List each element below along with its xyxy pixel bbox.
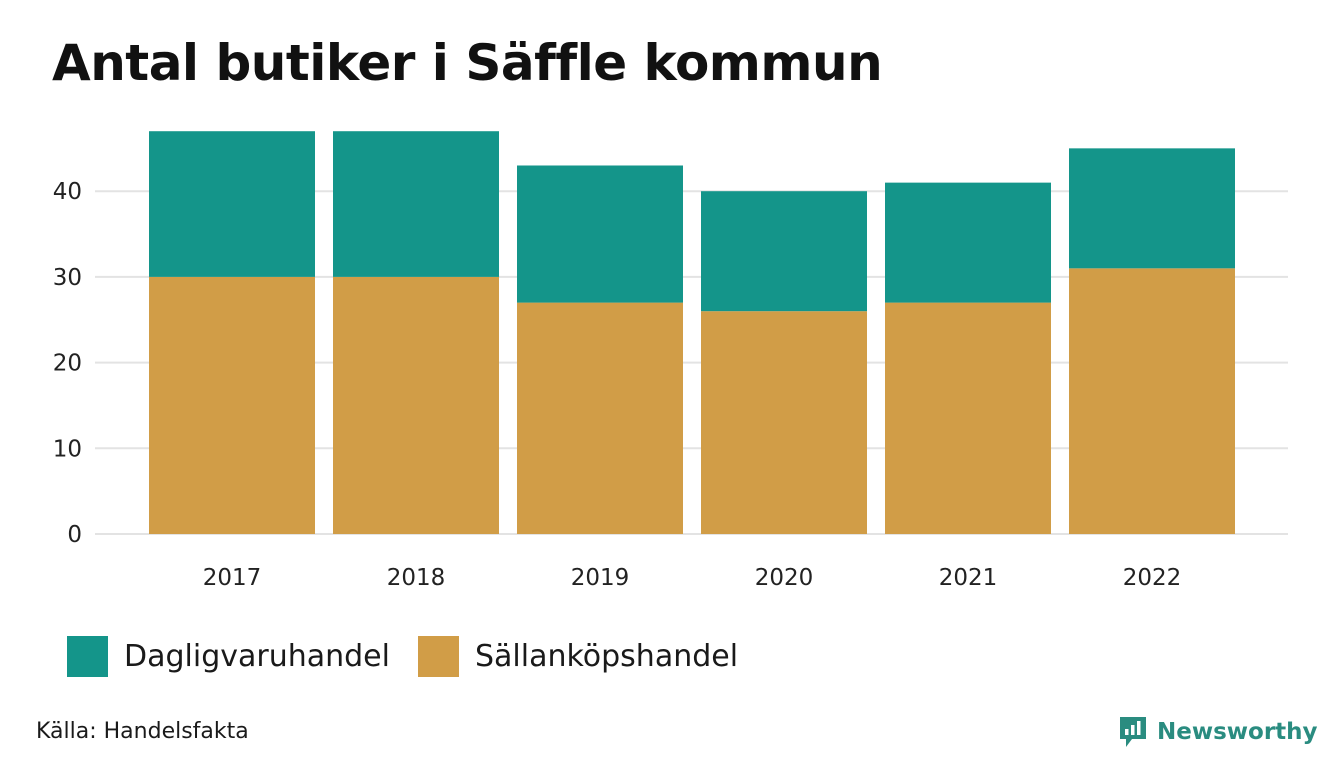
bar-dagligvaruhandel-2019	[517, 165, 683, 303]
x-tick-label-2020: 2020	[755, 565, 814, 591]
legend-label-dagligvaruhandel: Dagligvaruhandel	[124, 639, 390, 674]
x-tick-label-2018: 2018	[387, 565, 446, 591]
legend-swatch-sallankopshandel	[417, 636, 459, 677]
source-note: Källa: Handelsfakta	[36, 719, 249, 744]
chart-legend: Dagligvaruhandel Sällanköpshandel	[67, 636, 766, 677]
bar-sallankopshandel-2018	[333, 276, 499, 534]
y-tick-label-40: 40	[53, 179, 82, 205]
legend-swatch-dagligvaruhandel	[67, 636, 108, 677]
x-tick-label-2022: 2022	[1123, 565, 1182, 591]
x-tick-label-2021: 2021	[939, 565, 998, 591]
chart-title: Antal butiker i Säffle kommun	[52, 34, 883, 92]
bar-sallankopshandel-2021	[885, 302, 1051, 534]
y-tick-label-30: 30	[53, 265, 82, 291]
brand-logo[interactable]: Newsworthy	[1118, 714, 1318, 750]
legend-label-sallankopshandel: Sällanköpshandel	[474, 639, 739, 674]
chart-plot: 0 10 20 30 40 2017 2018 2019 2020 2021 2022	[53, 131, 1288, 591]
x-tick-label-2019: 2019	[571, 565, 630, 591]
brand-name: Newsworthy	[1157, 719, 1318, 745]
bar-dagligvaruhandel-2020	[701, 191, 867, 312]
y-tick-label-20: 20	[53, 351, 82, 377]
bar-sallankopshandel-2022	[1069, 268, 1235, 534]
bar-dagligvaruhandel-2021	[885, 182, 1051, 303]
legend-item-dagligvaruhandel: Dagligvaruhandel	[67, 636, 390, 677]
newsworthy-logo-icon	[1120, 717, 1146, 747]
bar-sallankopshandel-2019	[517, 302, 683, 534]
legend-item-sallankopshandel: Sällanköpshandel	[417, 636, 739, 677]
y-tick-label-10: 10	[53, 436, 82, 462]
y-tick-label-0: 0	[67, 522, 82, 548]
bar-sallankopshandel-2020	[701, 311, 867, 534]
x-tick-label-2017: 2017	[203, 565, 262, 591]
bar-dagligvaruhandel-2017	[149, 131, 315, 277]
bar-dagligvaruhandel-2018	[333, 131, 499, 277]
bar-dagligvaruhandel-2022	[1069, 148, 1235, 269]
bar-sallankopshandel-2017	[149, 276, 315, 534]
